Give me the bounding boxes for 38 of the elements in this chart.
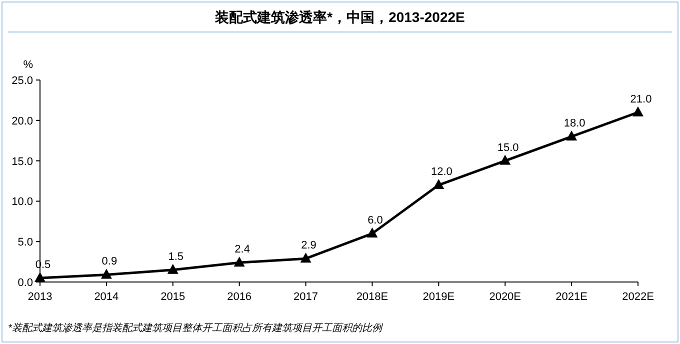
x-tick-label: 2022E	[622, 291, 654, 303]
data-label: 1.5	[168, 250, 184, 263]
x-tick-label: 2014	[94, 291, 119, 303]
data-label: 6.0	[368, 214, 383, 227]
point	[433, 179, 444, 190]
y-tick-label: 0.0	[18, 277, 33, 289]
data-label: 12.0	[430, 166, 452, 178]
y-tick-label: 5.0	[18, 236, 33, 249]
point	[632, 106, 644, 116]
point	[566, 130, 578, 141]
x-tick-label: 2018E	[356, 291, 388, 303]
x-tick-label: 2020E	[489, 291, 522, 303]
x-tick-label: 2016	[227, 291, 252, 303]
x-tick-label: 2015	[160, 291, 186, 303]
y-tick-label: 20.0	[12, 115, 33, 128]
point	[167, 264, 178, 274]
data-label: 21.0	[630, 93, 652, 106]
x-tick-label: 2017	[294, 291, 318, 303]
point	[366, 228, 378, 238]
point	[34, 272, 46, 282]
point	[300, 252, 312, 263]
data-label: 18.0	[564, 118, 586, 130]
data-label: 15.0	[497, 142, 519, 154]
chart-title: 装配式建筑渗透率*，中国，2013-2022E	[214, 9, 465, 25]
y-tick-label: 15.0	[12, 156, 33, 168]
y-tick-label: 10.0	[12, 196, 33, 208]
point	[100, 268, 112, 279]
data-label: 0.9	[102, 256, 118, 268]
x-tick-label: 2019E	[422, 291, 455, 303]
y-tick-label: 25.0	[12, 75, 33, 87]
x-tick-label: 2013	[28, 291, 52, 303]
data-label: 2.9	[301, 240, 316, 252]
y-axis-title: %	[23, 59, 34, 71]
x-tick-label: 2021E	[556, 291, 588, 303]
data-label: 2.4	[234, 244, 250, 256]
text: *装配式建筑渗透率是指装配式建筑项目整体开工面积占所有建筑项目开工面积的比例	[8, 322, 384, 334]
point	[234, 256, 245, 267]
point	[500, 154, 511, 165]
